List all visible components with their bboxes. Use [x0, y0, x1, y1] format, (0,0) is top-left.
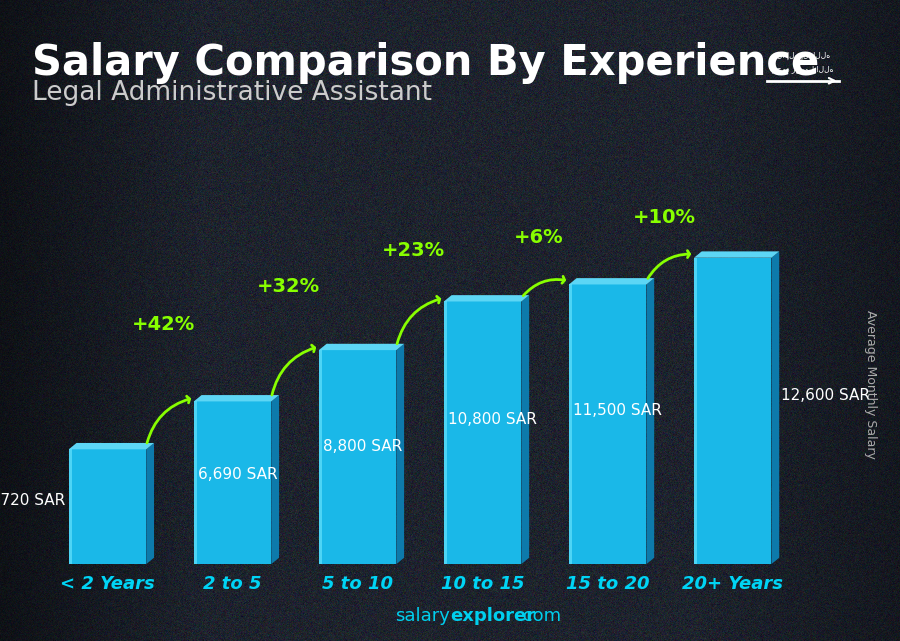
Polygon shape — [646, 278, 654, 564]
Text: Salary Comparison By Experience: Salary Comparison By Experience — [32, 42, 819, 84]
Text: Average Monthly Salary: Average Monthly Salary — [865, 310, 878, 459]
Polygon shape — [147, 443, 154, 564]
Bar — [319, 350, 396, 564]
Text: 10,800 SAR: 10,800 SAR — [447, 412, 536, 427]
Bar — [569, 285, 646, 564]
Polygon shape — [771, 251, 779, 564]
Polygon shape — [68, 443, 154, 449]
Text: +23%: +23% — [382, 240, 446, 260]
Polygon shape — [396, 344, 404, 564]
Text: explorer: explorer — [450, 607, 536, 625]
Bar — [444, 301, 447, 564]
Text: salary: salary — [395, 607, 450, 625]
Text: 12,600 SAR: 12,600 SAR — [781, 388, 870, 403]
Bar — [68, 449, 72, 564]
Text: محمد رسول الله: محمد رسول الله — [772, 65, 834, 74]
Bar — [194, 401, 197, 564]
Bar — [694, 258, 771, 564]
Polygon shape — [271, 395, 279, 564]
Text: لا إله إلا الله: لا إله إلا الله — [777, 51, 830, 60]
Polygon shape — [569, 278, 654, 285]
Text: +32%: +32% — [257, 277, 320, 296]
Bar — [194, 401, 271, 564]
Text: 6,690 SAR: 6,690 SAR — [197, 467, 277, 482]
Text: +42%: +42% — [132, 315, 195, 335]
Polygon shape — [521, 295, 529, 564]
Polygon shape — [444, 295, 529, 301]
Bar — [68, 449, 147, 564]
Bar — [569, 285, 572, 564]
Polygon shape — [194, 395, 279, 401]
Polygon shape — [319, 344, 404, 350]
Text: 8,800 SAR: 8,800 SAR — [322, 439, 401, 454]
Bar — [319, 350, 322, 564]
Text: 4,720 SAR: 4,720 SAR — [0, 494, 65, 508]
Polygon shape — [694, 251, 779, 258]
Text: 11,500 SAR: 11,500 SAR — [572, 403, 662, 418]
Bar — [444, 301, 521, 564]
Text: +6%: +6% — [514, 228, 563, 247]
Text: .com: .com — [518, 607, 562, 625]
Text: Legal Administrative Assistant: Legal Administrative Assistant — [32, 80, 431, 106]
Text: +10%: +10% — [633, 208, 696, 227]
Bar — [694, 258, 698, 564]
